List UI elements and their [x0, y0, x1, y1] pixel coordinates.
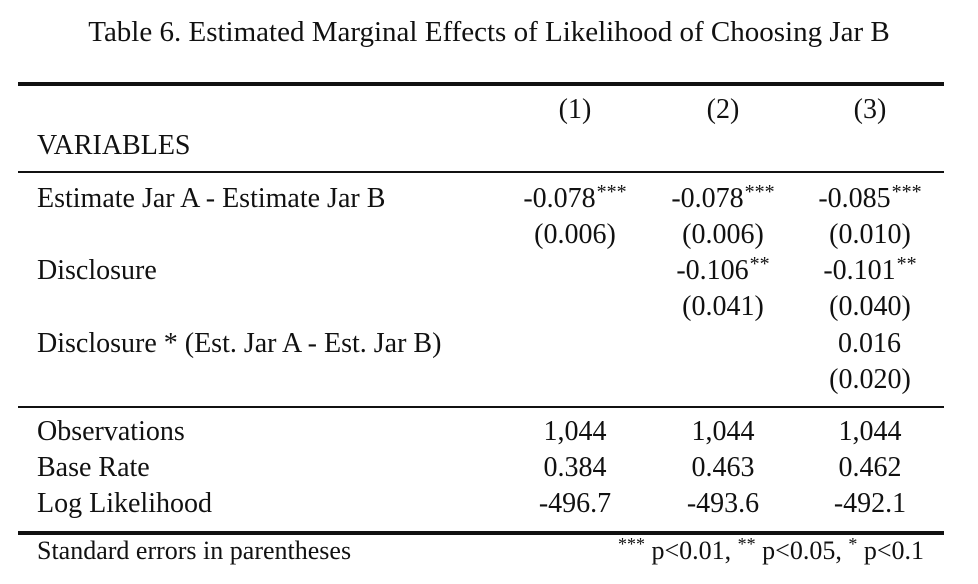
row-label-disclosure: Disclosure — [37, 255, 157, 286]
se-cell: (0.020) — [829, 364, 911, 395]
column-header-2: (2) — [706, 94, 740, 125]
stat-cell: 0.384 — [543, 452, 607, 483]
se-cell: (0.040) — [829, 291, 911, 322]
coef-cell — [648, 326, 798, 364]
top-rule — [18, 82, 944, 86]
stat-cell: 0.463 — [691, 452, 755, 483]
header-rule — [18, 171, 944, 173]
stat-cell: 0.462 — [838, 452, 902, 483]
se-cell: (0.006) — [682, 219, 764, 250]
coef-cell — [500, 326, 650, 364]
stat-label-base-rate: Base Rate — [37, 452, 150, 483]
table-title: Table 6. Estimated Marginal Effects of L… — [88, 16, 890, 48]
se-cell: (0.010) — [829, 219, 911, 250]
stat-cell: 1,044 — [691, 416, 755, 447]
se-cell: (0.041) — [682, 291, 764, 322]
coef-cell: 0.016 — [838, 328, 901, 359]
stats-rule — [18, 406, 944, 408]
stat-cell: -492.1 — [833, 488, 907, 519]
note-significance: *** p<0.01, ** p<0.05, * p<0.1 — [617, 534, 924, 565]
row-label-interaction: Disclosure * (Est. Jar A - Est. Jar B) — [37, 328, 442, 359]
bottom-rule — [18, 531, 944, 535]
stat-cell: 1,044 — [543, 416, 607, 447]
stat-cell: 1,044 — [838, 416, 902, 447]
coef-cell: -0.078*** — [671, 181, 775, 214]
coef-cell — [500, 253, 650, 291]
coef-cell: -0.101** — [823, 253, 917, 286]
coef-cell: -0.106** — [676, 253, 770, 286]
se-cell: (0.006) — [534, 219, 616, 250]
stat-label-log-likelihood: Log Likelihood — [37, 488, 212, 519]
column-header-3: (3) — [853, 94, 887, 125]
stat-cell: -493.6 — [686, 488, 760, 519]
coef-cell: -0.085*** — [818, 181, 922, 214]
stat-label-observations: Observations — [37, 416, 185, 447]
coef-cell: -0.078*** — [523, 181, 627, 214]
column-header-1: (1) — [558, 94, 592, 125]
note-standard-errors: Standard errors in parentheses — [37, 536, 352, 565]
variables-header: VARIABLES — [37, 130, 191, 161]
row-label-estimate-diff: Estimate Jar A - Estimate Jar B — [37, 183, 386, 214]
stat-cell: -496.7 — [538, 488, 612, 519]
